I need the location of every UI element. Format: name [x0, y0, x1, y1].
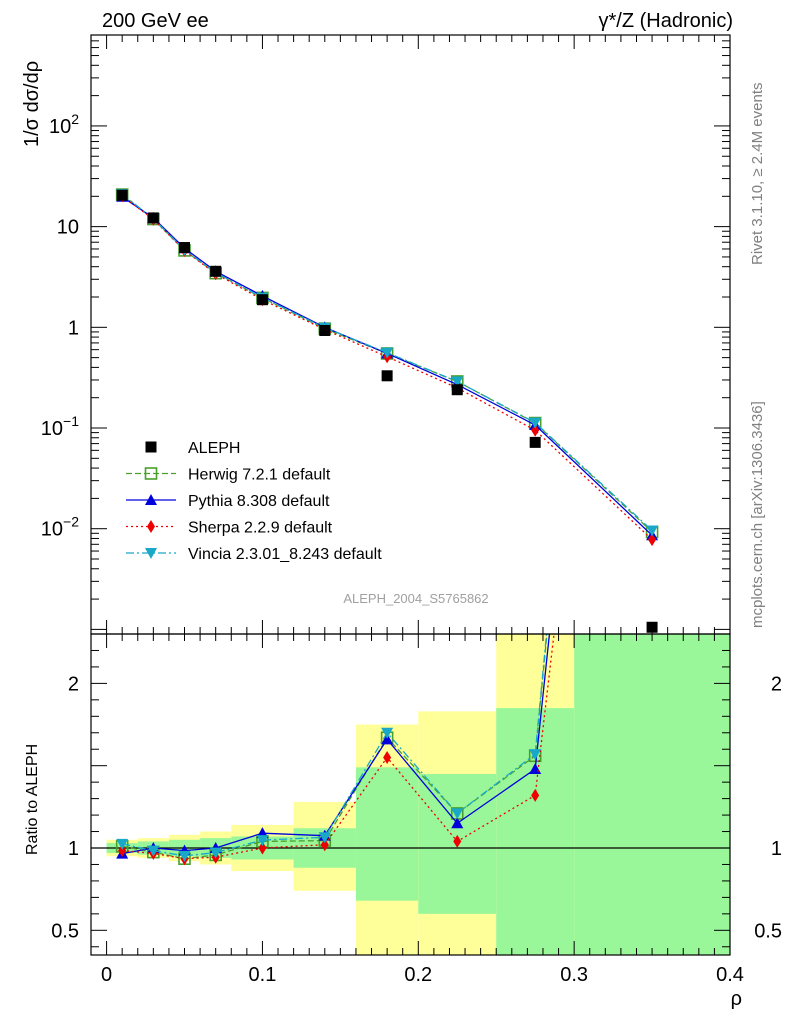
data-point-6	[381, 370, 393, 382]
ratio-marker-vincia-8	[529, 749, 542, 761]
axis-ticks	[91, 34, 731, 955]
main-line-pythia	[121, 196, 653, 536]
main-y-axis-label: 1/σ dσ/dρ	[21, 61, 43, 147]
y-tick-label-main-0: 10−2	[41, 514, 79, 541]
x-axis-label: ρ	[731, 988, 742, 1010]
ratio-panel-frame	[90, 633, 731, 956]
ratio-marker-vincia-0	[116, 838, 129, 850]
ratio-marker-vincia-4	[256, 835, 269, 847]
y-tick-label-main-2: 1	[68, 317, 79, 339]
ratio-marker-vincia-6	[381, 727, 394, 739]
band-inner-9	[574, 634, 730, 955]
data-point-2	[179, 242, 191, 254]
legend-marker-pythia	[145, 494, 157, 505]
legend: ALEPH Herwig 7.2.1 default Pythia 8.308 de…	[126, 440, 382, 563]
legend-marker-herwig	[144, 467, 158, 480]
data-point-4	[256, 294, 268, 306]
ratio-y-axis-label: Ratio to ALEPH	[24, 744, 41, 855]
legend-label-sherpa: Sherpa 2.2.9 default	[188, 520, 333, 537]
axis-tick-labels: 0 0.1 0.2 0.3 0.4 10−2 10−1 1 10 102 0.5 0.5 1 1 2 2	[41, 111, 782, 986]
ratio-marker-vincia-1	[147, 845, 160, 857]
ratio-line-pythia	[122, 634, 551, 855]
ratio-line-vincia	[122, 634, 548, 857]
ratio-marker-sherpa-5	[320, 838, 329, 852]
x-tick-label-2: 0.2	[404, 964, 432, 986]
ratio-marker-pythia-7	[451, 817, 464, 829]
panel-frames	[90, 34, 731, 956]
main-panel-data-points	[116, 189, 658, 633]
ratio-uncertainty-bands	[106, 634, 730, 955]
main-line-vincia	[121, 193, 653, 531]
x-tick-label-4: 0.4	[716, 964, 744, 986]
ratio-panel-series	[91, 634, 730, 866]
main-marker-sherpa-8	[531, 423, 540, 437]
x-tick-label-1: 0.1	[249, 964, 277, 986]
legend-label-herwig: Herwig 7.2.1 default	[188, 467, 331, 484]
ratio-marker-vincia-5	[318, 832, 331, 844]
data-point-3	[210, 265, 222, 277]
y-tick-label-main-3: 10	[57, 217, 79, 239]
data-point-5	[319, 324, 331, 336]
legend-item-data: ALEPH	[145, 440, 240, 457]
ratio-marker-sherpa-8	[531, 788, 540, 802]
data-point-0	[116, 189, 128, 201]
legend-marker-sherpa	[147, 520, 155, 533]
ratio-marker-sherpa-7	[453, 834, 462, 848]
legend-label-vincia: Vincia 2.3.01_8.243 default	[188, 546, 382, 563]
rivet-version-label: Rivet 3.1.10, ≥ 2.4M events	[749, 83, 766, 266]
x-tick-label-0: 0	[101, 964, 112, 986]
legend-label-pythia: Pythia 8.308 default	[188, 493, 330, 510]
legend-item-pythia: Pythia 8.308 default	[126, 493, 330, 510]
y-tick-label-ratio-right-0: 0.5	[754, 920, 782, 942]
band-inner-6	[355, 767, 419, 901]
main-marker-vincia-8	[529, 417, 542, 429]
y-tick-label-ratio-right-2: 2	[771, 673, 782, 695]
main-marker-vincia-7	[451, 376, 464, 388]
band-inner-8	[496, 708, 575, 955]
y-tick-label-main-4: 102	[49, 111, 79, 138]
data-point-7	[451, 384, 463, 396]
legend-marker-vincia	[145, 548, 157, 559]
legend-item-herwig: Herwig 7.2.1 default	[126, 467, 331, 484]
y-tick-label-ratio-left-1: 1	[68, 838, 79, 860]
ratio-marker-vincia-7	[451, 808, 464, 820]
main-marker-vincia-9	[646, 525, 659, 537]
x-tick-label-3: 0.3	[560, 964, 588, 986]
data-point-8	[529, 436, 541, 448]
y-tick-label-main-1: 10−1	[41, 413, 79, 440]
ratio-marker-sherpa-6	[383, 750, 392, 764]
main-marker-sherpa-9	[648, 533, 657, 547]
analysis-id-label: ALEPH_2004_S5765862	[343, 591, 488, 606]
main-panel-frame	[90, 34, 731, 635]
ratio-marker-vincia-2	[178, 850, 191, 862]
ratio-line-herwig	[122, 634, 548, 860]
legend-item-vincia: Vincia 2.3.01_8.243 default	[126, 546, 382, 563]
right-title: γ*/Z (Hadronic)	[599, 10, 733, 32]
legend-label-data: ALEPH	[188, 440, 240, 457]
mcplots-label: mcplots.cern.ch [arXiv:1306.3436]	[749, 401, 766, 628]
y-tick-label-ratio-left-0: 0.5	[51, 920, 79, 942]
main-line-sherpa	[121, 195, 653, 541]
ratio-line-sherpa	[122, 634, 555, 860]
legend-marker-data	[145, 441, 157, 453]
ratio-marker-pythia-6	[381, 733, 394, 745]
ratio-marker-sherpa-0	[118, 843, 127, 857]
data-point-1	[147, 212, 159, 224]
y-tick-label-ratio-left-2: 2	[68, 673, 79, 695]
main-marker-vincia-6	[381, 347, 394, 359]
ratio-marker-vincia-3	[209, 847, 222, 859]
y-tick-label-ratio-right-1: 1	[771, 838, 782, 860]
left-title: 200 GeV ee	[102, 10, 209, 32]
legend-item-sherpa: Sherpa 2.2.9 default	[126, 520, 333, 537]
ratio-marker-sherpa-4	[258, 841, 267, 855]
